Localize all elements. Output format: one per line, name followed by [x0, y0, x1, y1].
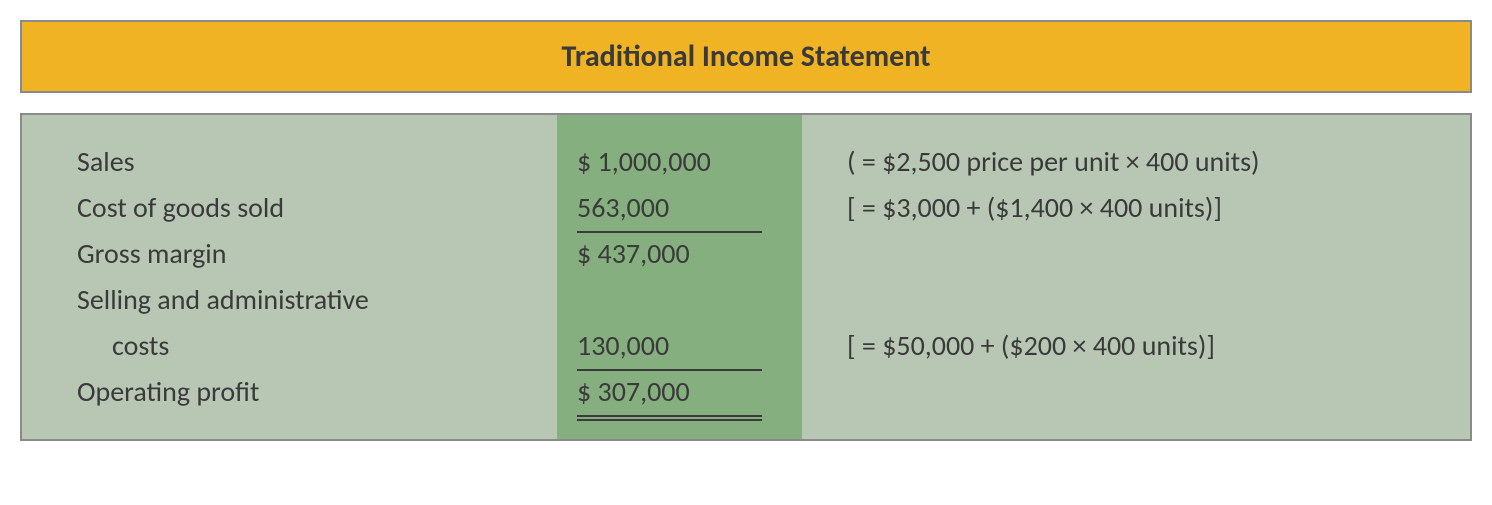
currency-symbol: $: [577, 374, 591, 409]
label-gross-margin: Gross margin: [77, 231, 537, 277]
label-sga-line1: Selling and administrative: [77, 277, 537, 323]
currency-symbol: $: [577, 236, 591, 271]
label-sales: Sales: [77, 139, 537, 185]
amount-gross-margin: $ 437,000: [577, 231, 762, 277]
amount-value: 130,000: [577, 328, 669, 363]
note-sga-line1: [847, 277, 1450, 323]
amount-operating-profit: $ 307,000: [577, 369, 762, 415]
label-operating-profit: Operating profit: [77, 369, 537, 415]
statement-panel: Sales Cost of goods sold Gross margin Se…: [20, 113, 1472, 441]
note-sga-line2: [ = $50,000 + ($200 × 400 units)]: [847, 323, 1450, 369]
amount-sales: $ 1,000,000: [577, 139, 762, 185]
income-statement-container: Traditional Income Statement Sales Cost …: [20, 20, 1472, 441]
note-gross-margin: [847, 231, 1450, 277]
amount-cogs: 563,000: [577, 185, 762, 231]
amounts-column: $ 1,000,000 563,000 $ 437,000: [557, 115, 802, 439]
note-operating-profit: [847, 369, 1450, 415]
note-cogs: [ = $3,000 + ($1,400 × 400 units)]: [847, 185, 1450, 231]
notes-column: ( = $2,500 price per unit × 400 units) […: [802, 115, 1470, 439]
currency-symbol: $: [577, 144, 591, 179]
amount-value: 1,000,000: [598, 144, 711, 179]
label-cogs: Cost of goods sold: [77, 185, 537, 231]
note-sales: ( = $2,500 price per unit × 400 units): [847, 139, 1450, 185]
title-bar: Traditional Income Statement: [20, 20, 1472, 93]
label-sga-line2: costs: [77, 323, 537, 369]
labels-column: Sales Cost of goods sold Gross margin Se…: [22, 115, 557, 439]
amount-value: 563,000: [577, 190, 669, 225]
amount-value: 307,000: [598, 374, 690, 409]
amount-value: 437,000: [598, 236, 690, 271]
amount-sga-line1: [577, 277, 762, 323]
amount-sga-line2: 130,000: [577, 323, 762, 369]
page-title: Traditional Income Statement: [22, 38, 1470, 75]
